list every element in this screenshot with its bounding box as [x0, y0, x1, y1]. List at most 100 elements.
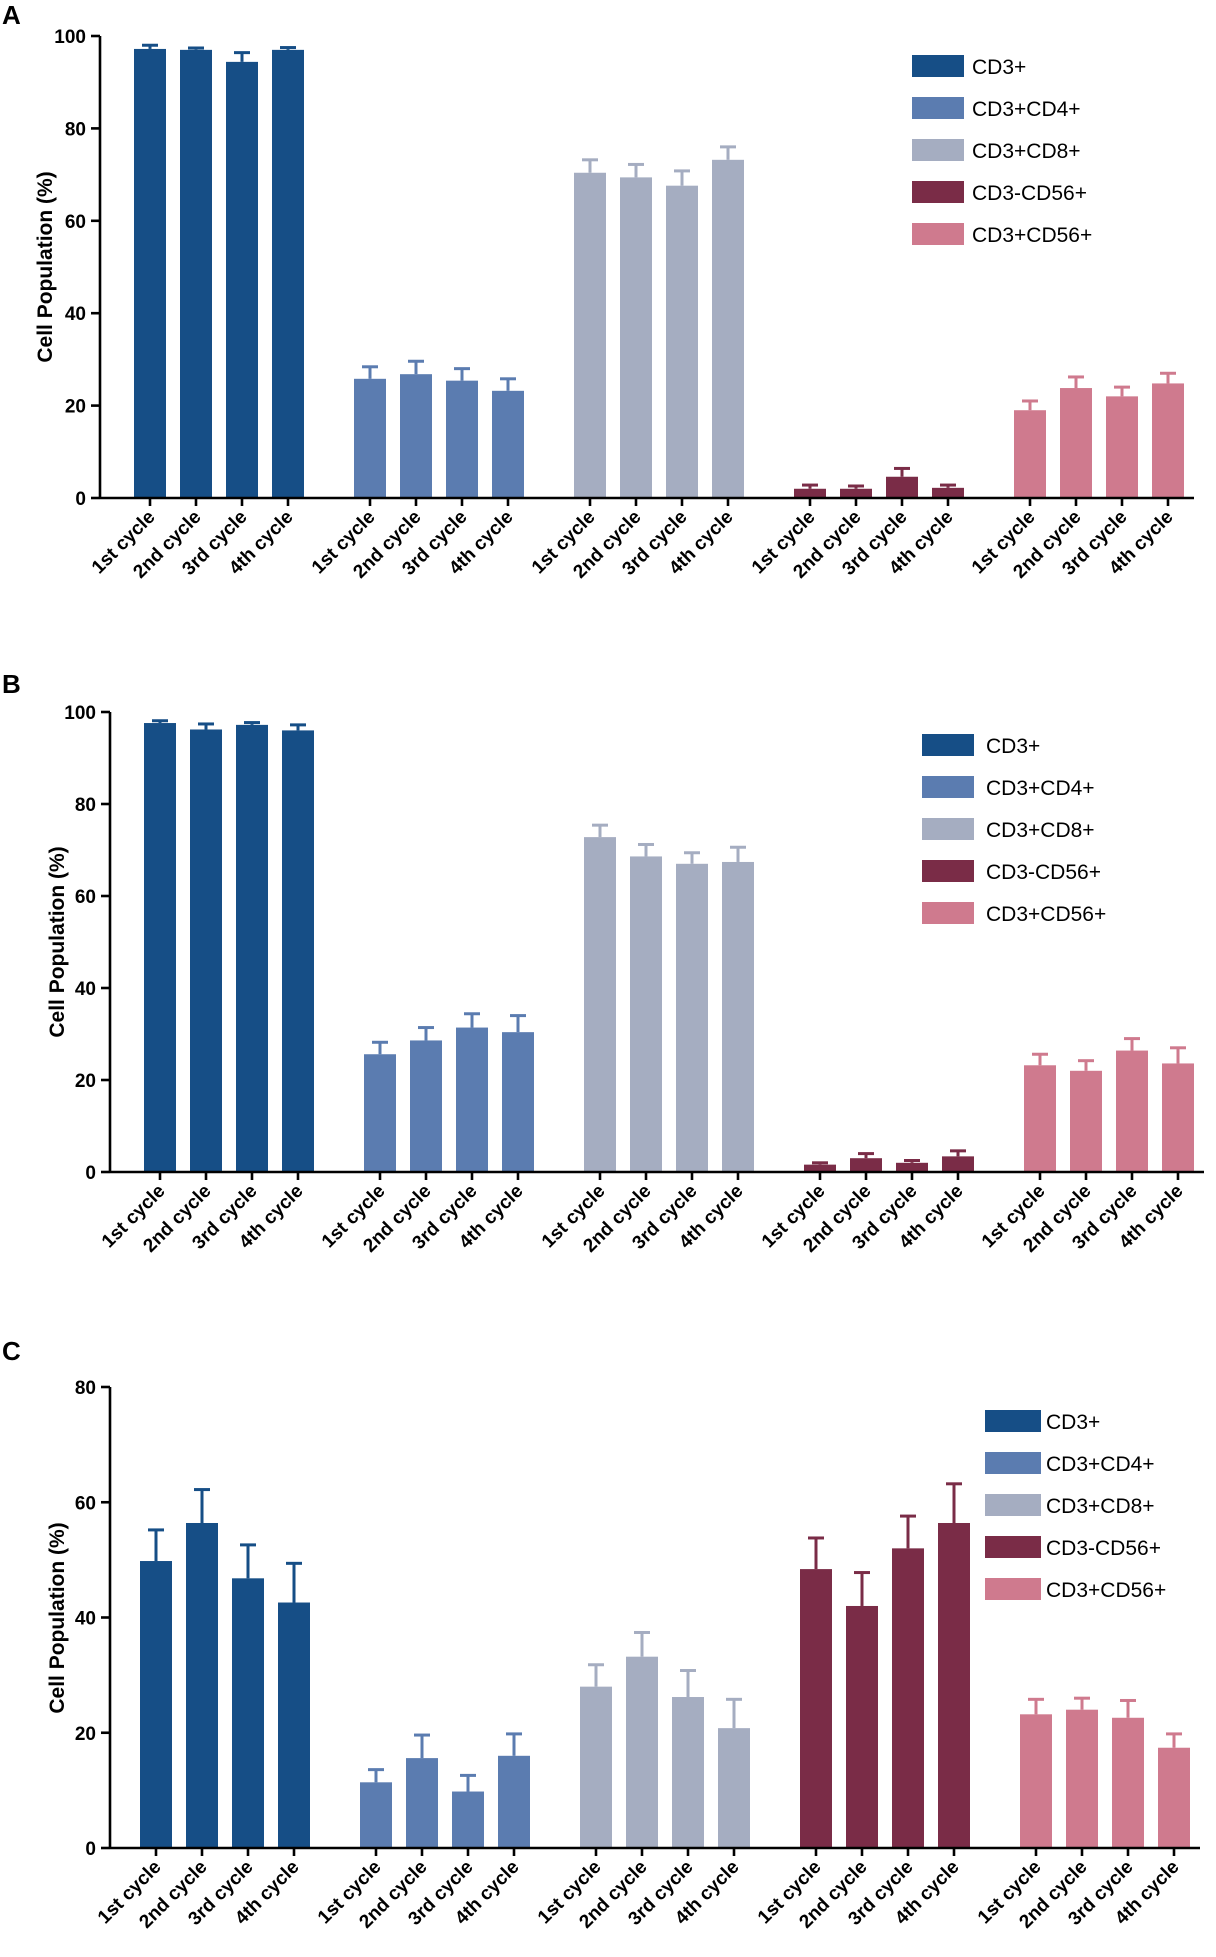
y-tick-label: 100	[64, 703, 96, 724]
y-tick-label: 40	[75, 979, 96, 1000]
legend-label: CD3+	[986, 735, 1040, 758]
bar	[278, 1602, 310, 1848]
legend-label: CD3+CD56+	[1046, 1579, 1166, 1602]
y-tick-label: 80	[65, 119, 86, 140]
bar	[932, 487, 964, 498]
bar	[144, 723, 176, 1172]
bar	[446, 380, 478, 498]
y-tick-label: 60	[75, 887, 96, 908]
bar	[180, 49, 212, 499]
bar	[410, 1040, 442, 1172]
bar	[886, 476, 918, 498]
y-tick-label: 20	[75, 1724, 96, 1745]
bar	[896, 1162, 928, 1172]
legend-swatch	[912, 139, 964, 161]
bar	[406, 1758, 438, 1848]
bar	[722, 861, 754, 1172]
bar	[846, 1605, 878, 1848]
legend-swatch	[922, 860, 974, 882]
bar	[584, 837, 616, 1172]
panel-letter: A	[2, 0, 21, 30]
legend-swatch	[922, 776, 974, 798]
y-axis-label: Cell Population (%)	[46, 846, 69, 1037]
legend-label: CD3+	[972, 56, 1026, 79]
y-tick-label: 60	[75, 1493, 96, 1514]
bar	[794, 488, 826, 498]
bar	[1070, 1070, 1102, 1172]
y-tick-label: 20	[65, 397, 86, 418]
legend-swatch	[985, 1578, 1041, 1600]
bar	[938, 1522, 970, 1848]
y-axis-label: Cell Population (%)	[34, 171, 57, 362]
y-tick-label: 100	[54, 27, 86, 48]
bar	[718, 1728, 750, 1848]
bar	[360, 1782, 392, 1848]
legend-label: CD3-CD56+	[986, 861, 1101, 884]
legend-label: CD3+	[1046, 1411, 1100, 1434]
y-tick-label: 60	[65, 212, 86, 233]
legend-swatch	[912, 97, 964, 119]
legend-label: CD3-CD56+	[972, 182, 1087, 205]
bar	[580, 1686, 612, 1848]
bar	[1060, 388, 1092, 498]
bar	[892, 1548, 924, 1848]
y-tick-label: 0	[75, 489, 86, 510]
bar	[498, 1755, 530, 1848]
legend-swatch	[922, 734, 974, 756]
bar	[232, 1578, 264, 1848]
legend-label: CD3+CD4+	[972, 98, 1081, 121]
legend-swatch	[922, 818, 974, 840]
legend-label: CD3+CD8+	[972, 140, 1081, 163]
y-tick-label: 40	[65, 304, 86, 325]
legend-swatch	[985, 1536, 1041, 1558]
legend-swatch	[985, 1494, 1041, 1516]
legend-label: CD3-CD56+	[1046, 1537, 1161, 1560]
bar	[620, 177, 652, 498]
bar	[190, 729, 222, 1172]
bar	[626, 1656, 658, 1848]
bar	[1066, 1709, 1098, 1848]
panel-letter: C	[2, 1336, 21, 1366]
bar	[630, 856, 662, 1172]
legend-swatch	[985, 1410, 1041, 1432]
legend-label: CD3+CD8+	[986, 819, 1095, 842]
bar	[676, 863, 708, 1172]
legend-label: CD3+CD8+	[1046, 1495, 1155, 1518]
bar	[942, 1156, 974, 1172]
y-tick-label: 80	[75, 795, 96, 816]
y-tick-label: 80	[75, 1378, 96, 1399]
legend-label: CD3+CD4+	[1046, 1453, 1155, 1476]
bar	[672, 1697, 704, 1848]
bar	[502, 1032, 534, 1172]
legend-swatch	[985, 1452, 1041, 1474]
bar	[850, 1158, 882, 1172]
y-axis-label: Cell Population (%)	[46, 1522, 69, 1713]
bar	[804, 1164, 836, 1172]
bar	[574, 172, 606, 498]
legend-swatch	[912, 181, 964, 203]
bar	[456, 1027, 488, 1172]
legend-label: CD3+CD56+	[972, 224, 1092, 247]
bar	[800, 1569, 832, 1848]
bar	[1112, 1717, 1144, 1848]
legend-swatch	[912, 223, 964, 245]
bar	[492, 390, 524, 498]
y-tick-label: 0	[85, 1839, 96, 1860]
legend: CD3+ CD3+CD4+ CD3+CD8+ CD3-CD56+ CD3+CD56+	[985, 1410, 1166, 1602]
legend-label: CD3+CD4+	[986, 777, 1095, 800]
